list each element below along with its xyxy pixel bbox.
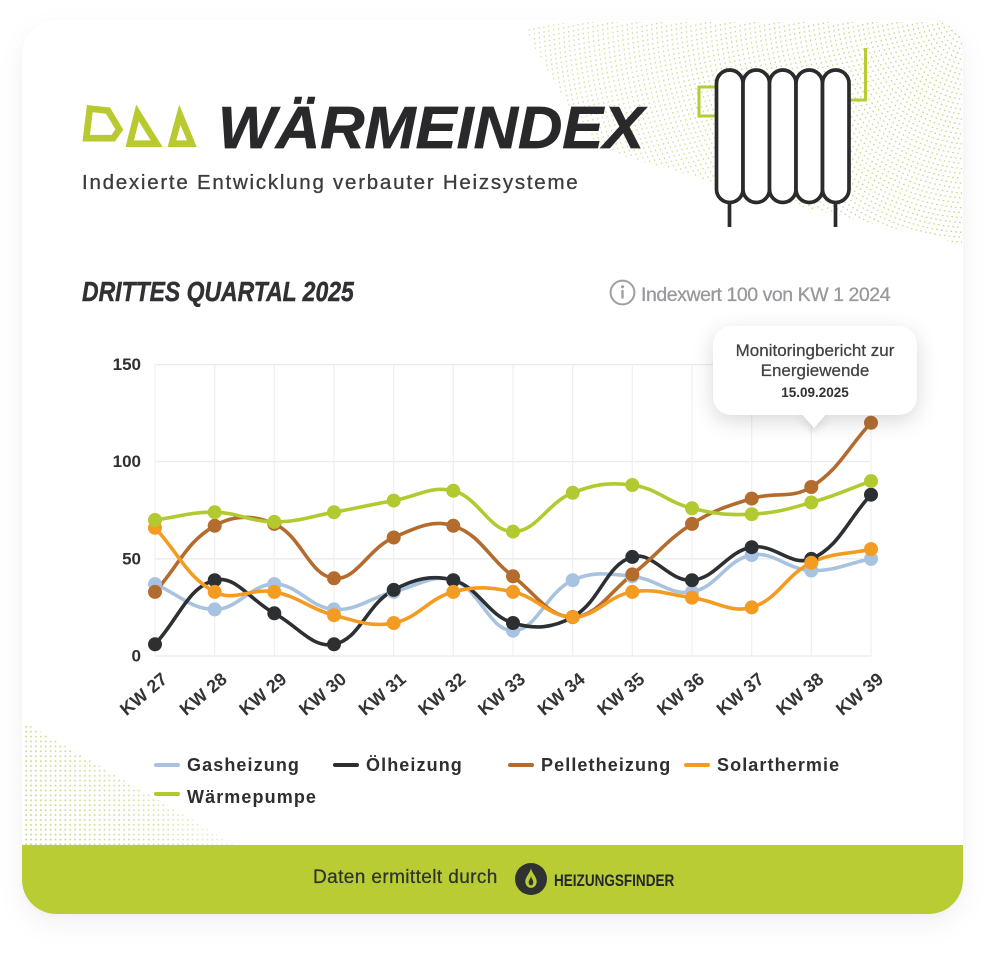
svg-text:50: 50 xyxy=(122,549,141,568)
svg-text:KW 31: KW 31 xyxy=(355,669,410,720)
svg-text:KW 36: KW 36 xyxy=(653,669,708,720)
svg-text:KW 29: KW 29 xyxy=(235,669,290,720)
svg-text:KW 28: KW 28 xyxy=(176,669,231,720)
svg-text:KW 35: KW 35 xyxy=(593,669,648,720)
svg-text:KW 38: KW 38 xyxy=(772,669,827,720)
svg-text:KW 27: KW 27 xyxy=(116,669,171,720)
svg-text:150: 150 xyxy=(113,355,141,374)
svg-text:KW 32: KW 32 xyxy=(414,669,469,720)
svg-text:KW 34: KW 34 xyxy=(534,669,589,720)
svg-text:0: 0 xyxy=(132,647,141,666)
svg-text:100: 100 xyxy=(113,452,141,471)
svg-text:KW 30: KW 30 xyxy=(295,669,350,720)
svg-text:KW 33: KW 33 xyxy=(474,669,529,720)
svg-text:KW 37: KW 37 xyxy=(713,669,768,720)
svg-text:KW 39: KW 39 xyxy=(832,669,887,720)
